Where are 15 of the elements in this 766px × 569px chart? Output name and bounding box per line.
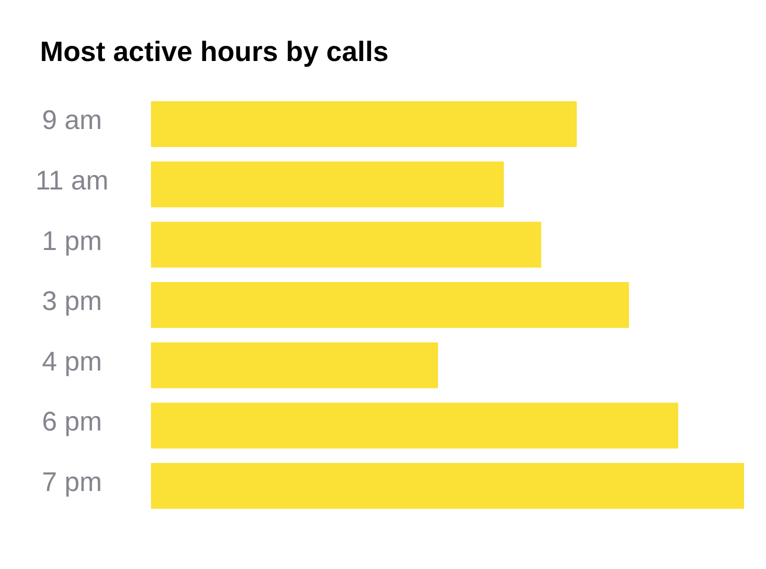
bar — [151, 462, 744, 509]
bar — [151, 101, 577, 148]
y-tick-label: 3 pm — [42, 286, 102, 316]
y-tick-label: 4 pm — [42, 346, 102, 376]
bar — [151, 222, 542, 268]
bar — [151, 162, 504, 208]
y-tick-label: 9 am — [42, 105, 102, 136]
y-tick-label: 11 am — [35, 166, 109, 196]
bar — [151, 402, 678, 448]
chart-title: Most active hours by calls — [40, 36, 389, 67]
bar — [151, 342, 438, 388]
y-tick-label: 6 pm — [42, 406, 102, 437]
bar — [151, 282, 629, 328]
y-tick-label: 7 pm — [42, 467, 102, 498]
y-tick-label: 1 pm — [42, 226, 102, 256]
